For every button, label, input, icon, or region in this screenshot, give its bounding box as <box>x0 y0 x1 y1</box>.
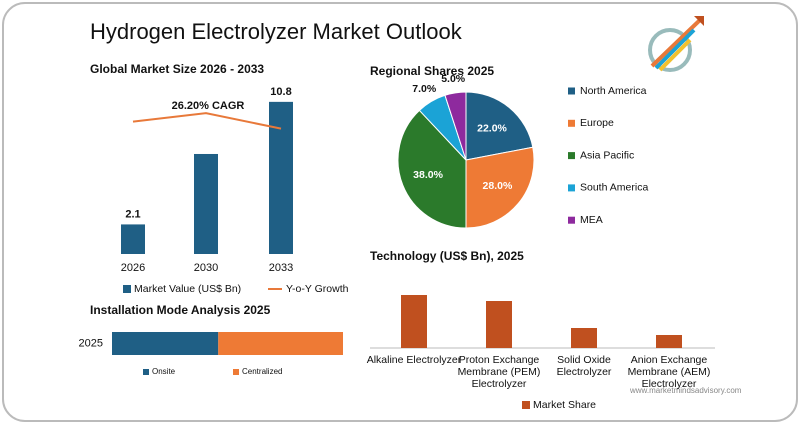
annotation: 26.20% CAGR <box>172 100 245 112</box>
logo <box>648 16 704 72</box>
bar <box>194 153 218 254</box>
x-tick-label: Anion Exchange Membrane (AEM) Electrolyz… <box>627 354 711 390</box>
data-label: 28.0% <box>483 180 513 192</box>
legend-swatch <box>123 285 131 293</box>
x-tick-label: 2026 <box>121 262 145 274</box>
x-tick-label: Proton Exchange Membrane (PEM) Electroly… <box>457 354 541 390</box>
legend-label: Market Share <box>533 399 596 411</box>
legend-swatch <box>568 216 575 224</box>
legend-swatch <box>568 87 575 95</box>
chart-title: Installation Mode Analysis 2025 <box>90 303 271 317</box>
legend-label: North America <box>580 85 647 97</box>
chart-title: Technology (US$ Bn), 2025 <box>370 249 524 263</box>
bar <box>656 335 682 348</box>
chart-title: Global Market Size 2026 - 2033 <box>90 62 264 76</box>
x-tick-label: Solid Oxide Electrolyzer <box>556 354 612 378</box>
data-label: 5.0% <box>441 73 466 85</box>
x-tick-label: 2033 <box>269 262 293 274</box>
data-label: 22.0% <box>477 122 507 134</box>
legend-label: Europe <box>580 117 614 129</box>
bar <box>269 101 293 254</box>
data-label: 7.0% <box>412 83 437 95</box>
legend-swatch <box>143 369 149 375</box>
line-series <box>132 112 282 130</box>
legend-swatch <box>568 119 575 127</box>
legend-label: Market Value (US$ Bn) <box>134 283 241 295</box>
bar-segment <box>112 332 219 355</box>
pie-slice <box>397 109 467 229</box>
bar-segment <box>218 332 343 355</box>
legend-swatch <box>522 401 530 409</box>
legend-label: Y-o-Y Growth <box>286 283 349 295</box>
bar <box>571 328 597 348</box>
legend-label: Centralized <box>242 367 282 376</box>
legend-label: Onsite <box>152 367 176 376</box>
page-title: Hydrogen Electrolyzer Market Outlook <box>90 19 463 44</box>
data-label: 10.8 <box>270 86 291 98</box>
bar <box>486 301 512 348</box>
pie-slice <box>465 91 534 161</box>
watermark: www.marketmindsadvisory.com <box>629 386 742 395</box>
bar <box>121 224 145 254</box>
chart-title: Regional Shares 2025 <box>370 64 494 78</box>
legend-label: Asia Pacific <box>580 149 634 161</box>
legend-label: MEA <box>580 214 603 226</box>
data-label: 38.0% <box>413 169 443 181</box>
legend-label: South America <box>580 182 648 194</box>
data-label: 2.1 <box>125 208 140 220</box>
x-tick-label: 2030 <box>194 262 218 274</box>
legend-swatch <box>568 152 575 160</box>
x-tick-label: Alkaline Electrolyzer <box>366 354 462 366</box>
legend-swatch <box>568 184 575 192</box>
pie-slice <box>465 146 535 229</box>
y-tick-label: 2025 <box>79 337 103 349</box>
bar <box>401 295 427 348</box>
legend-swatch <box>233 369 239 375</box>
pie-slice <box>444 91 467 161</box>
